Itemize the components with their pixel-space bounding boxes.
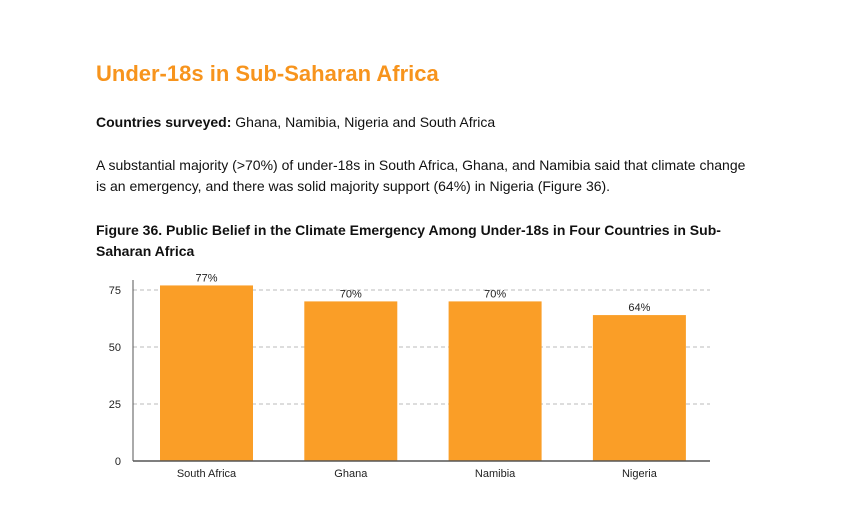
surveyed-label: Countries surveyed: (96, 114, 232, 130)
figure-title: Figure 36. Public Belief in the Climate … (96, 222, 721, 259)
x-tick-label: South Africa (177, 468, 237, 480)
page-title: Under-18s in Sub-Saharan Africa (96, 61, 439, 86)
countries-surveyed: Countries surveyed: Ghana, Namibia, Nige… (96, 114, 495, 130)
x-tick-label: Ghana (334, 468, 368, 480)
bar-nigeria (592, 315, 686, 461)
surveyed-value: Ghana, Namibia, Nigeria and South Africa (231, 114, 496, 130)
bar-south-africa (160, 285, 253, 461)
x-tick-label: Namibia (475, 468, 516, 480)
bar-ghana (304, 301, 398, 461)
y-tick-label: 0 (115, 456, 121, 468)
y-tick-label: 50 (109, 342, 121, 354)
y-tick-label: 75 (109, 285, 121, 297)
x-tick-label: Nigeria (622, 468, 658, 480)
data-label: 70% (340, 288, 362, 300)
data-label: 70% (484, 288, 506, 300)
summary-paragraph: A substantial majority (>70%) of under-1… (96, 157, 746, 194)
y-tick-label: 25 (109, 399, 121, 411)
data-label: 64% (628, 302, 650, 314)
data-label: 77% (195, 272, 217, 284)
bar-namibia (448, 301, 542, 461)
